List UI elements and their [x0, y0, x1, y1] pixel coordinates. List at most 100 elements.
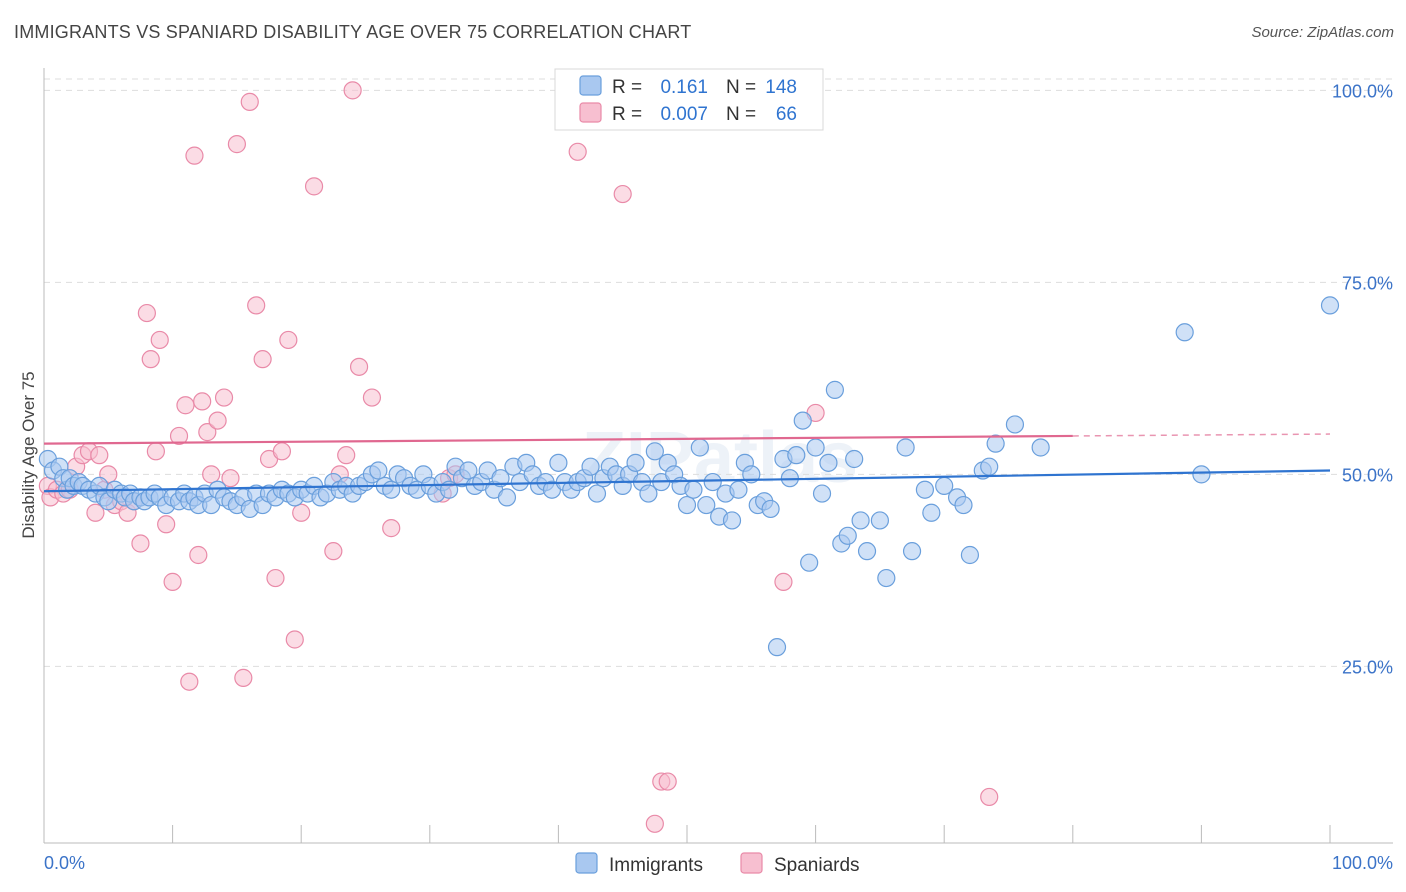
stats-r-value-immigrants: 0.161 — [660, 77, 708, 98]
spaniards-point — [208, 411, 227, 430]
immigrants-point — [902, 542, 922, 561]
spaniards-point — [266, 568, 285, 588]
spaniards-point — [980, 787, 999, 807]
spaniards-point — [214, 388, 234, 407]
spaniards-point — [272, 442, 292, 461]
spaniards-point — [221, 469, 240, 488]
spaniards-point — [337, 446, 356, 465]
stats-box: R = 0.161 N = 148 R = 0.007 N = 66 — [554, 68, 824, 131]
chart-title: IMMIGRANTS VS SPANIARD DISABILITY AGE OV… — [14, 22, 692, 42]
y-tick-label: 25.0% — [1342, 657, 1393, 677]
y-tick-label: 50.0% — [1342, 465, 1393, 485]
immigrants-point — [845, 449, 864, 469]
spaniards-point — [193, 392, 212, 411]
stats-r-label-immigrants: R = — [612, 77, 642, 98]
stats-n-label-immigrants: N = — [726, 77, 756, 98]
stats-n-value-spaniards: 66 — [776, 104, 797, 125]
spaniards-point — [234, 668, 253, 687]
immigrants-point — [870, 511, 890, 530]
legend-label-immigrants: Immigrants — [609, 855, 703, 876]
spaniards-point — [285, 630, 304, 649]
spaniards-trend-line — [43, 434, 1073, 445]
stats-n-value-immigrants: 148 — [765, 77, 797, 98]
spaniards-point — [137, 303, 156, 323]
stats-swatch-immigrants — [579, 75, 602, 96]
spaniards-point — [279, 330, 298, 350]
spaniards-point — [382, 519, 401, 538]
spaniards-point — [645, 814, 664, 833]
spaniards-point — [240, 92, 259, 111]
immigrants-point — [491, 469, 510, 488]
immigrants-point — [581, 457, 600, 476]
immigrants-point — [729, 480, 748, 499]
spaniards-point — [349, 357, 369, 376]
immigrants-point — [684, 480, 703, 499]
spaniards-point — [169, 426, 189, 446]
spaniards-point — [157, 515, 176, 534]
immigrants-point — [1175, 323, 1194, 342]
immigrants-point — [1192, 465, 1211, 484]
spaniards-point — [658, 772, 677, 791]
immigrants-point — [677, 495, 697, 515]
immigrants-point — [761, 499, 780, 519]
stats-r-value-spaniards: 0.007 — [660, 104, 708, 125]
legend-swatch-immigrants — [575, 852, 598, 874]
spaniards-point — [150, 330, 169, 350]
stats-n-label-spaniards: N = — [726, 104, 756, 125]
y-tick-label: 75.0% — [1342, 273, 1393, 293]
x-tick-label-max: 100.0% — [1332, 853, 1393, 873]
immigrants-point — [1320, 296, 1340, 315]
immigrants-point — [697, 495, 716, 515]
spaniards-point — [163, 572, 182, 591]
stats-swatch-spaniards — [579, 102, 602, 123]
immigrants-point — [459, 461, 478, 480]
spaniards-point — [90, 446, 109, 465]
spaniards-point — [362, 388, 382, 407]
immigrants-point — [877, 568, 896, 588]
immigrants-point — [838, 526, 857, 545]
chart-source: Source: ZipAtlas.com — [1251, 24, 1394, 41]
spaniards-point — [568, 142, 587, 161]
immigrants-point — [806, 438, 825, 457]
immigrants-point — [980, 457, 999, 476]
immigrants-point — [549, 453, 568, 472]
immigrants-point — [742, 465, 761, 484]
spaniards-point — [146, 442, 165, 461]
immigrants-point — [639, 484, 658, 503]
stats-r-label-spaniards: R = — [612, 104, 642, 125]
immigrants-point — [986, 434, 1005, 453]
spaniards-point — [180, 672, 199, 691]
spaniards-point — [176, 396, 195, 415]
spaniards-point — [131, 534, 150, 553]
legend-label-spaniards: Spaniards — [774, 855, 860, 876]
immigrants-point — [645, 442, 664, 461]
immigrants-point — [497, 488, 517, 507]
spaniards-point — [86, 503, 105, 522]
x-tick-label-min: 0.0% — [44, 853, 85, 873]
immigrants-point — [767, 638, 787, 657]
immigrants-point — [857, 542, 877, 561]
immigrants-point — [825, 380, 844, 399]
gridlines — [44, 78, 1393, 667]
immigrants-point — [793, 411, 812, 430]
immigrants-point — [369, 461, 388, 480]
spaniards-point — [304, 177, 324, 196]
trend-lines — [43, 433, 1331, 493]
immigrants-point — [800, 553, 819, 572]
immigrants-point — [587, 484, 607, 503]
legend-swatch-spaniards — [740, 852, 763, 874]
immigrants-point — [922, 503, 941, 522]
spaniards-point — [185, 146, 204, 165]
spaniards-point — [202, 465, 221, 484]
immigrants-point — [960, 545, 980, 565]
spaniards-point — [253, 350, 272, 369]
immigrants-point — [851, 511, 870, 530]
immigrants-point — [626, 453, 645, 472]
spaniards-point — [189, 545, 208, 565]
immigrants-point — [915, 480, 935, 499]
spaniards-point — [613, 184, 632, 204]
legend: Immigrants Spaniards — [575, 852, 860, 876]
immigrants-point — [1005, 415, 1025, 434]
spaniards-point — [343, 81, 362, 100]
immigrants-point — [722, 511, 742, 530]
